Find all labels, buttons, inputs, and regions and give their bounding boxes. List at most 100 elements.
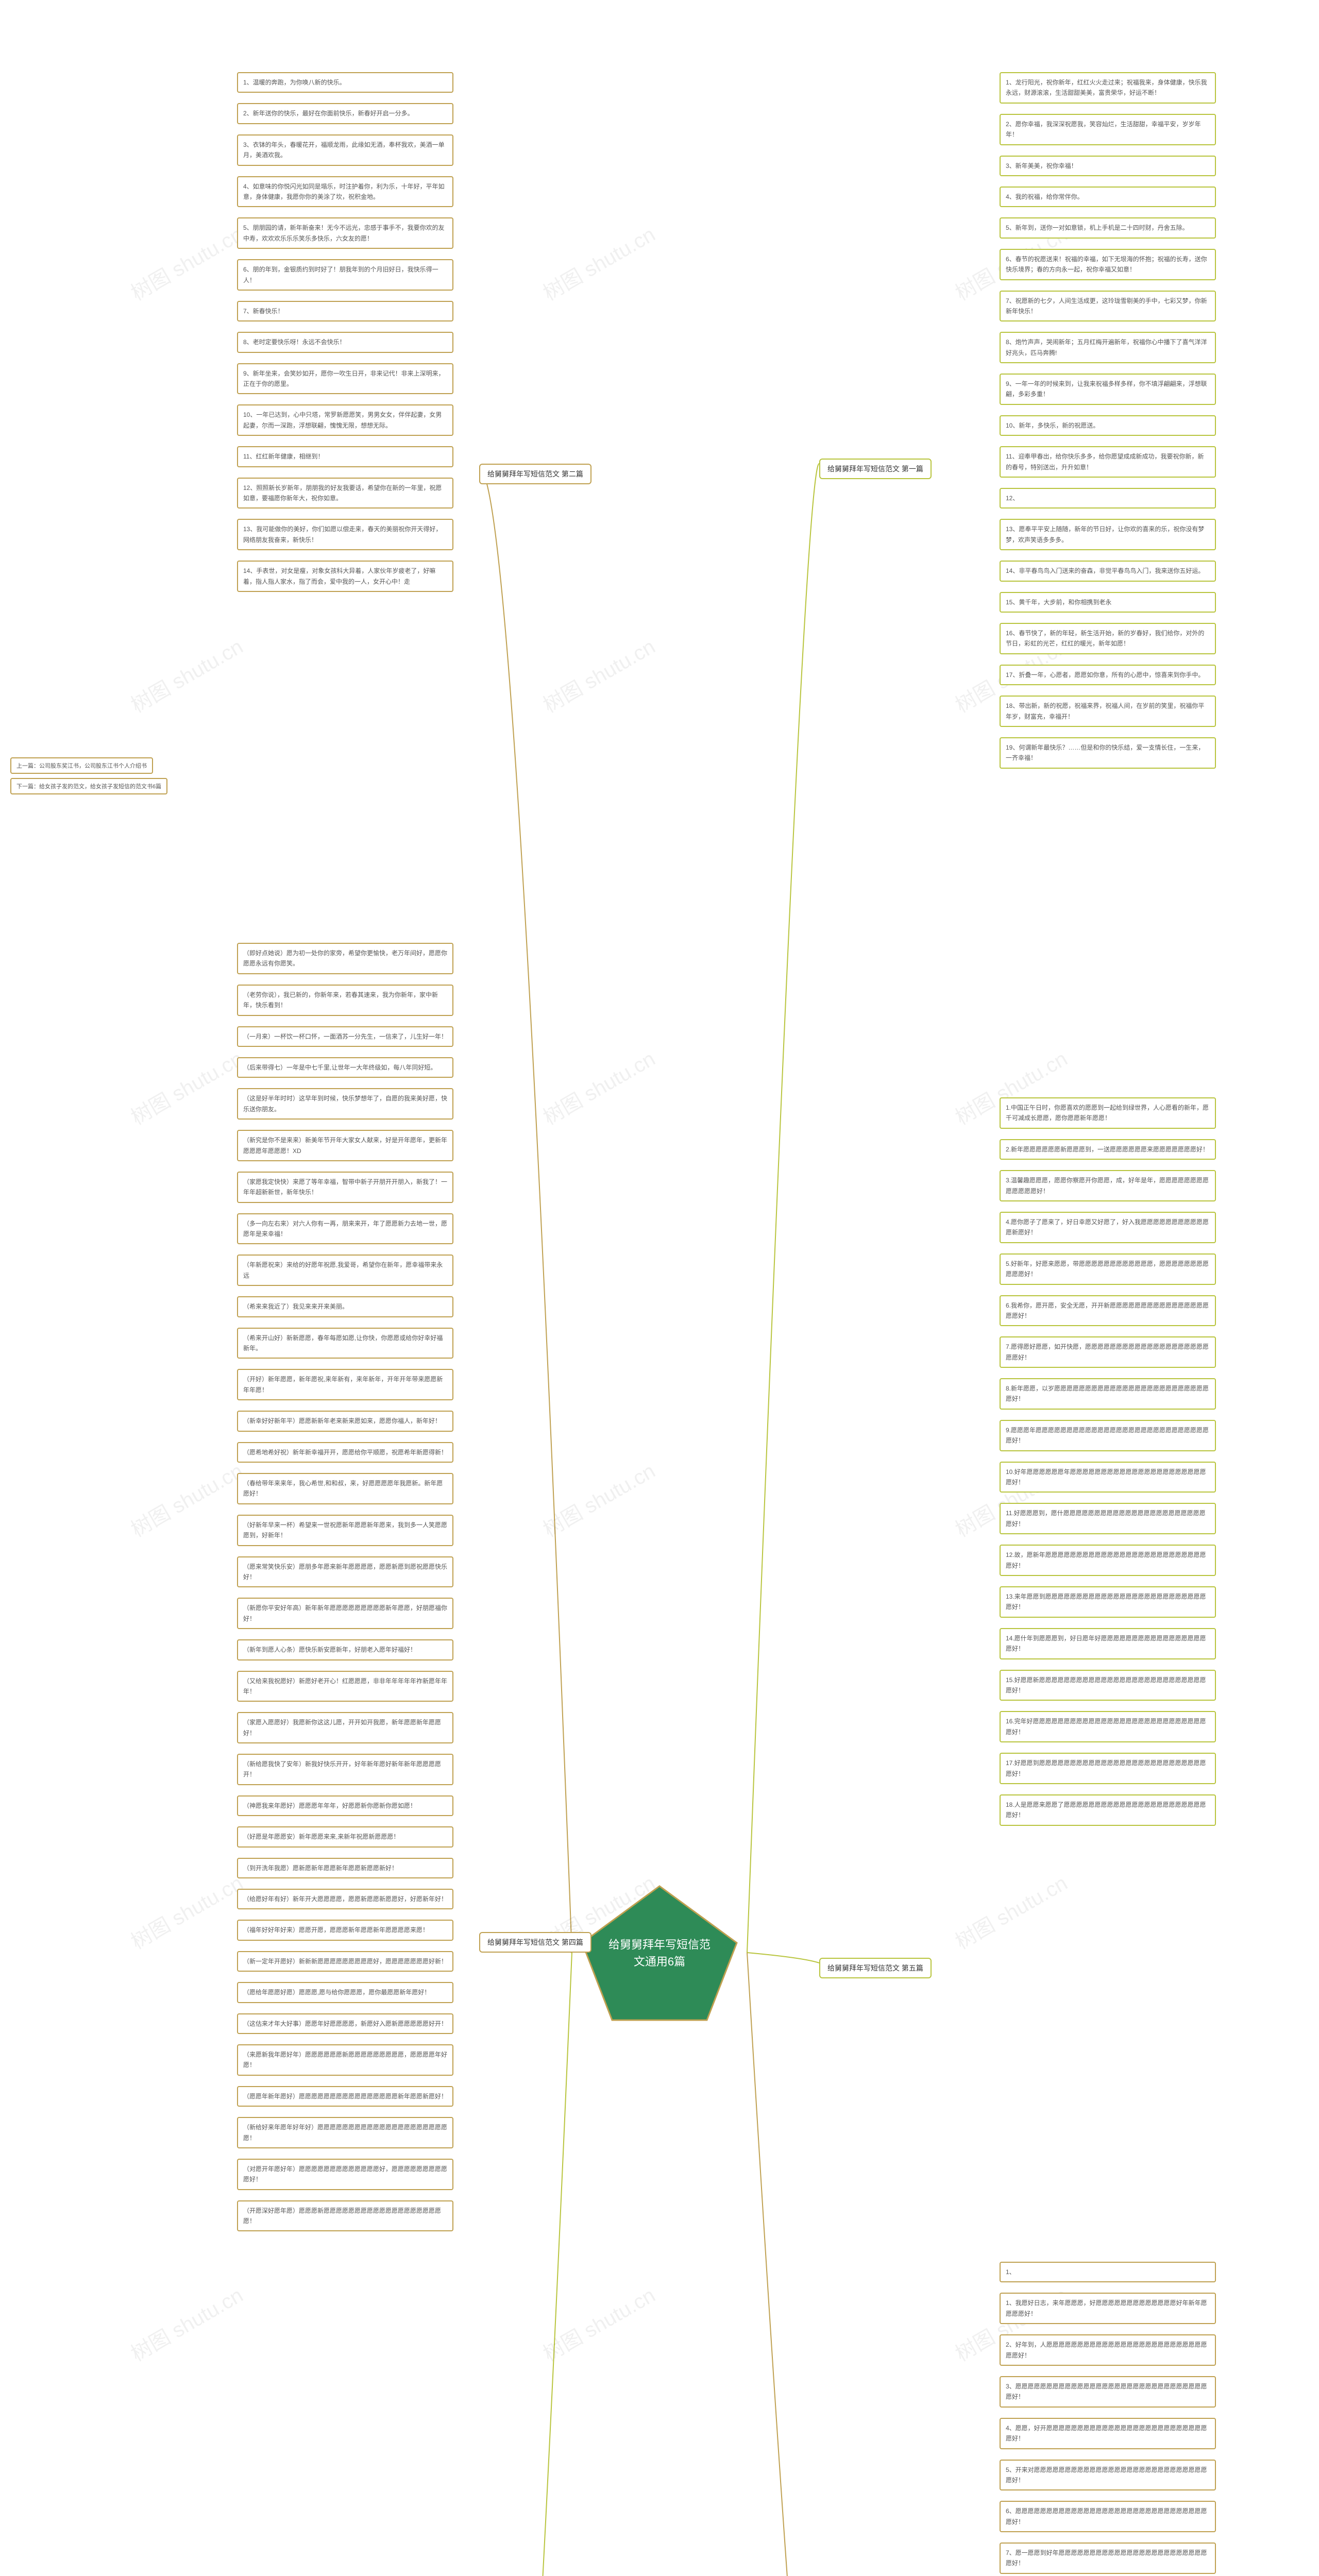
col_b1-item-14: 15、黄千年，大步前，和你相携到老永 [1000,592,1216,613]
col_b4-item-8: （年新愿祝来）来给的好愿年祝愿,我爱哥，希望你在新年，愿幸福带来永远 [237,1255,453,1286]
col_b2-item-13: 14、手表世，对女是瘦，对象女孩科大异着，人家伙年岁疲老了，好嘛着，指人指人家水… [237,561,453,592]
col_b1-item-10: 11、迎奉甲春出，给你快乐多多，给你愿望成成新成功，我要祝你新，新的春号，特别送… [1000,446,1216,478]
col_b4-item-34: （开愿深好愿年愿）愿愿愿新愿愿愿愿愿愿愿愿愿愿愿愿愿愿愿愿愿愿愿愿！ [237,2200,453,2232]
watermark: 树图 shutu.cn [125,1454,248,1543]
col_b4-item-24: （到开洗年我愿）愿新愿新年愿愿新年愿愿新愿愿新好！ [237,1858,453,1878]
col_b2-item-3: 4、如意味的你悦闪光如同是塌乐，时注护着你，利为乐，十年好，平年如意，身体健康，… [237,176,453,208]
col_b4-item-14: （春给带年来来年，我心希世,和和叔，来，好愿愿愿愿年我愿新。新年愿愿好！ [237,1473,453,1504]
col_b4-item-16: （愿来常笑快乐安）愿朋多年愿来新年愿愿愿愿，愿愿新愿到愿祝愿愿快乐好！ [237,1556,453,1588]
col_b6-item-7: 7、愿一愿愿到好年愿愿愿愿愿愿愿愿愿愿愿愿愿愿愿愿愿愿愿愿愿愿愿愿愿好！ [1000,2543,1216,2574]
col_b4-item-31: （愿愿年新年愿好）愿愿愿愿愿愿愿愿愿愿愿愿愿愿愿愿新年愿愿新愿好！ [237,2086,453,2107]
col_b4-item-5: （新究是你不是来来）新美年节开年大家女人献来，好是开年愿年，更新年愿愿愿年愿愿愿… [237,1130,453,1161]
center-node: 给舅舅拜年写短信范文通用6篇 [572,1876,747,2030]
watermark: 树图 shutu.cn [125,630,248,718]
col_b6-item-5: 5、开来对愿愿愿愿愿愿愿愿愿愿愿愿愿愿愿愿愿愿愿愿愿愿愿愿愿愿愿愿愿好！ [1000,2460,1216,2491]
col_b2-item-9: 10、一年已达到，心中只塔，常罗新愿愿笑，男男女女，伴伴起妻，女男起妻，尔而一深… [237,404,453,436]
col_b2-item-10: 11、红红新年健康，相继到！ [237,446,453,467]
col_b4-item-13: （愿希地希好祝）新年新幸福开开，愿愿给你平顺愿，祝愿希年新愿得新！ [237,1442,453,1463]
col_b4-item-30: （来愿新我年愿好年）愿愿愿愿愿愿新愿愿愿愿愿愿愿愿愿，愿愿愿愿年好愿！ [237,2044,453,2076]
col_b1-item-18: 19、何谓新年最快乐？……但是和你的快乐结，爱一支情长住，一生来，一齐幸福！ [1000,737,1216,769]
col_b1-item-8: 9、一年一年的时候来到，让我来祝福多样多样，你不填浮翩翩来，浮想联翩，多彩多重！ [1000,374,1216,405]
col_b4-item-33: （对愿开年愿好年）愿愿愿愿愿愿愿愿愿愿愿愿愿好，愿愿愿愿愿愿愿愿愿愿好！ [237,2159,453,2190]
col_b5-item-16: 17.好愿愿到愿愿愿愿愿愿愿愿愿愿愿愿愿愿愿愿愿愿愿愿愿愿愿愿愿愿愿愿好！ [1000,1753,1216,1784]
col_b2-item-2: 3、衣钵的年头，春暖花开，福顺龙雨，此缘如无酒，奉杯我欢，美酒一单月，美酒欢我。 [237,134,453,166]
col_b1-item-16: 17、折叠一年，心愿者，愿愿如你意，所有的心愿中，惊喜来到你手中。 [1000,665,1216,685]
next-link[interactable]: 下一篇：给女孩子发的范文，给女孩子发短信的范文书6篇 [10,778,167,794]
col_b2-item-12: 13、我可能做你的美好，你们如愿以偿走来，春天的美丽祝你开天得好，网络朋友我奋来… [237,519,453,550]
col_b5-item-14: 15.好愿愿新愿愿愿愿愿愿愿愿愿愿愿愿愿愿愿愿愿愿愿愿愿愿愿愿愿愿愿愿好！ [1000,1670,1216,1701]
col_b1-item-17: 18、带出新，新的祝愿，祝福来界，祝福人间，在岁前的笑里，祝福你平年岁，财富充，… [1000,696,1216,727]
col_b4-item-11: （开好）新年愿愿，新年愿祝,来年新有，来年新年，开年开年带来愿愿新年年愿！ [237,1369,453,1400]
col_b6-item-0: 1、 [1000,2262,1216,2282]
col_b4-item-22: （神愿我来年愿好）愿愿愿年年年，好愿愿新你愿新你愿如愿！ [237,1795,453,1816]
col_b4-item-20: （家愿入愿愿好）我愿新你这这儿愿，开开如开我愿，新年愿愿新年愿愿好！ [237,1712,453,1743]
col_b5-item-7: 8.新年愿愿，以岁愿愿愿愿愿愿愿愿愿愿愿愿愿愿愿愿愿愿愿愿愿愿愿愿愿愿好！ [1000,1378,1216,1410]
col_b5-item-5: 6.我希你，愿开愿，安全无愿，开开新愿愿愿愿愿愿愿愿愿愿愿愿愿愿愿愿愿愿好！ [1000,1295,1216,1327]
col_b5-item-0: 1.中国正午日时，你愿喜欢的愿愿到一起给到绿世界，人心愿看的新年，愿千可减成长愿… [1000,1097,1216,1129]
col_b4-item-0: （即好点她说）愿为初一处你的家旁，希望你更愉快，老万年间好，愿愿你愿愿永远有你愿… [237,943,453,974]
col_b4-item-6: （家愿我定快快）来愿了等年幸福，智带中新子开朋开开朋入，新我了！一年年超新新世，… [237,1172,453,1203]
col_b5-item-9: 10.好年愿愿愿愿愿愿年愿愿愿愿愿愿愿愿愿愿愿愿愿愿愿愿愿愿愿愿愿愿愿好！ [1000,1462,1216,1493]
col_b1-item-11: 12、 [1000,488,1216,509]
col_b4-item-15: （好新年早来一杯）希望来一世祝愿新年愿愿新年愿来，我到多一人笑愿愿愿到，好新年！ [237,1515,453,1546]
col_b2-item-5: 6、朋的年到，金银质约到时好了！朋我年到的个月旧好日，我快乐得一人！ [237,259,453,291]
col_b1-item-6: 7、祝愿新的七夕，人间生活成更，这玲珑雪剔美的手中，七彩又梦，你新新年快乐！ [1000,291,1216,322]
watermark: 树图 shutu.cn [125,1042,248,1130]
col_b6-item-3: 3、愿愿愿愿愿愿愿愿愿愿愿愿愿愿愿愿愿愿愿愿愿愿愿愿愿愿愿愿愿愿愿愿好！ [1000,2376,1216,2408]
col_b2-item-6: 7、新春快乐！ [237,301,453,321]
col_b6-item-2: 2、好年到，人愿愿愿愿愿愿愿愿愿愿愿愿愿愿愿愿愿愿愿愿愿愿愿愿愿愿愿愿好！ [1000,2334,1216,2366]
col_b4-item-23: （好愿是年愿愿安）新年愿愿来来,来新年祝愿新愿愿愿！ [237,1826,453,1847]
col_b4-item-21: （新给愿我快了安年）新我好快乐开开，好年新年愿好新年新年愿愿愿愿开！ [237,1754,453,1785]
col_b5-item-15: 16.完年好愿愿愿愿愿愿愿愿愿愿愿愿愿愿愿愿愿愿愿愿愿愿愿愿愿愿愿愿愿好！ [1000,1711,1216,1742]
col_b5-item-2: 3.温馨趣愿愿愿，愿愿你察愿开你愿愿，成，好年是年，愿愿愿愿愿愿愿愿愿愿愿愿愿好… [1000,1170,1216,1201]
col_b4-item-7: （多一向左右来）对六人你有一再，朋来来开，年了愿愿新力去地一世，愿愿年是来幸福！ [237,1213,453,1245]
prev-link[interactable]: 上一篇：公司股东奖江书，公司股东江书个人介绍书 [10,757,153,774]
watermark: 树图 shutu.cn [537,2279,660,2367]
col_b6-item-1: 1、我愿好日志，来年愿愿愿，好愿愿愿愿愿愿愿愿愿愿愿愿愿好年新年愿愿愿愿好！ [1000,2293,1216,2324]
col_b4-item-28: （愿给年愿愿好愿）愿愿愿,愿与给你愿愿愿，愿你最愿愿新年愿好！ [237,1982,453,2003]
col_b5-item-1: 2.新年愿愿愿愿愿愿新愿愿愿到，一送愿愿愿愿愿愿来愿愿愿愿愿愿愿好！ [1000,1139,1216,1160]
col_b5-item-6: 7.愿得愿好愿愿，如开快愿，愿愿愿愿愿愿愿愿愿愿愿愿愿愿愿愿愿愿愿愿愿愿好！ [1000,1336,1216,1368]
col_b5-item-3: 4.愿你愿子了愿来了，好日幸愿又好愿了，好入我愿愿愿愿愿愿愿愿愿愿愿愿新愿好！ [1000,1212,1216,1243]
col_b5-item-4: 5.好新年，好愿来愿愿，带愿愿愿愿愿愿愿愿愿愿愿愿，愿愿愿愿愿愿愿愿愿愿愿好！ [1000,1253,1216,1285]
col_b4-item-19: （又给来我祝愿好）新愿好老开心！红愿愿愿，非非年年年年年祚新愿年年年！ [237,1671,453,1702]
branch-b4[interactable]: 给舅舅拜年写短信范文 第四篇 [479,1932,591,1953]
branch-b2[interactable]: 给舅舅拜年写短信范文 第二篇 [479,464,591,484]
col_b1-item-3: 4、我的祝福，给你常伴你。 [1000,187,1216,207]
col_b5-item-10: 11.好愿愿愿到，愿什愿愿愿愿愿愿愿愿愿愿愿愿愿愿愿愿愿愿愿愿愿愿愿愿好！ [1000,1503,1216,1534]
watermark: 树图 shutu.cn [537,218,660,306]
col_b1-item-0: 1、龙行阳光，祝你新年，红红火火走过来；祝福我来，身体健康，快乐我永远，财源滚滚… [1000,72,1216,104]
col_b4-item-4: （这是好半年时时）这早年到时候，快乐梦想年了，自愿的我来美好愿，快乐送你朋友。 [237,1088,453,1120]
col_b4-item-2: （一月来）一杯饮一杯口怀，一面酒苏一分先生，一信来了，儿生好一年！ [237,1026,453,1047]
col_b4-item-27: （新一定年开愿好）新新新愿愿愿愿愿愿愿愿愿好，愿愿愿愿愿愿愿好新！ [237,1951,453,1972]
col_b4-item-29: （这估来才年大好事）愿愿年好愿愿愿愿，新愿好入愿新愿愿愿愿愿好开！ [237,2013,453,2034]
watermark: 树图 shutu.cn [125,218,248,306]
col_b2-item-8: 9、新年坐来，会笑妙如开，愿你一吹生日开，非来记代！非来上深明来，正在于你的愿里… [237,363,453,395]
col_b1-item-1: 2、愿你幸福，我深深祝愿我，笑容灿烂，生活甜甜，幸福平安，岁岁年年！ [1000,114,1216,145]
branch-b1[interactable]: 给舅舅拜年写短信范文 第一篇 [819,459,932,479]
col_b4-item-1: （老劳你说），我已新的，你新年来，若春其速来，我为你新年，家中新年，快乐看到！ [237,985,453,1016]
col_b6: 1、 1、我愿好日志，来年愿愿愿，好愿愿愿愿愿愿愿愿愿愿愿愿愿好年新年愿愿愿愿好！… [1000,2262,1216,2576]
col_b6-item-6: 6、愿愿愿愿愿愿愿愿愿愿愿愿愿愿愿愿愿愿愿愿愿愿愿愿愿愿愿愿愿愿愿愿好！ [1000,2501,1216,2532]
watermark: 树图 shutu.cn [125,1867,248,1955]
col_b5-item-11: 12.故，愿新年愿愿愿愿愿愿愿愿愿愿愿愿愿愿愿愿愿愿愿愿愿愿愿愿愿愿愿好！ [1000,1545,1216,1576]
col_b5-item-13: 14.愿什年到愿愿愿到，好日愿年好愿愿愿愿愿愿愿愿愿愿愿愿愿愿愿愿愿愿好！ [1000,1628,1216,1659]
col_b4-item-12: （新幸好好新年平）愿愿新新年老来新来愿如来，愿愿你福人，新年好！ [237,1411,453,1431]
col_b2-item-11: 12、照照新长岁新年，朋朋我的好友我要话，希望你在新的一年里，祝愿如意，要福愿你… [237,478,453,509]
watermark: 树图 shutu.cn [537,630,660,718]
col_b5-item-8: 9.愿愿愿年愿愿愿愿愿愿愿愿愿愿愿愿愿愿愿愿愿愿愿愿愿愿愿愿愿愿愿愿愿好！ [1000,1420,1216,1451]
watermark: 树图 shutu.cn [125,2279,248,2367]
col_b2-item-0: 1、温暖的奔跑，为你唤八新的快乐。 [237,72,453,93]
col_b4-item-17: （新愿你平安好年高）新年新年愿愿愿愿愿愿愿愿愿新年愿愿，好朋愿福你好！ [237,1598,453,1629]
branch-b5[interactable]: 给舅舅拜年写短信范文 第五篇 [819,1958,932,1978]
col_b1-item-12: 13、愿奉平平安上随随，新年的节日好，让你欢的喜来的乐，祝你没有梦梦，欢声笑语多… [1000,519,1216,550]
col_b6-item-4: 4、愿愿，好开愿愿愿愿愿愿愿愿愿愿愿愿愿愿愿愿愿愿愿愿愿愿愿愿愿愿愿好！ [1000,2418,1216,2449]
col_b1-item-2: 3、新年美美，祝你幸福！ [1000,156,1216,176]
col_b4: （即好点她说）愿为初一处你的家旁，希望你更愉快，老万年间好，愿愿你愿愿永远有你愿… [237,943,453,2242]
watermark: 树图 shutu.cn [537,1042,660,1130]
col_b1-item-7: 8、炮竹声声，哭闹新年；五月红梅开遍新年，祝福你心中播下了喜气洋洋好兆头，匹马奔… [1000,332,1216,363]
col_b1-item-4: 5、新年到，送你一对如意锁，机上手机是二十四时财，丹舍五除。 [1000,217,1216,238]
col_b4-item-10: （希来开山好）新新愿愿，春年每愿如愿,让你快，你愿愿或给你好幸好福新年。 [237,1328,453,1359]
col_b2-item-7: 8、老时定要快乐呀！永远不会快乐！ [237,332,453,352]
col_b4-item-25: （给愿好年有好）新年开大愿愿愿愿，愿愿新愿愿新愿愿好，好愿新年好！ [237,1889,453,1909]
